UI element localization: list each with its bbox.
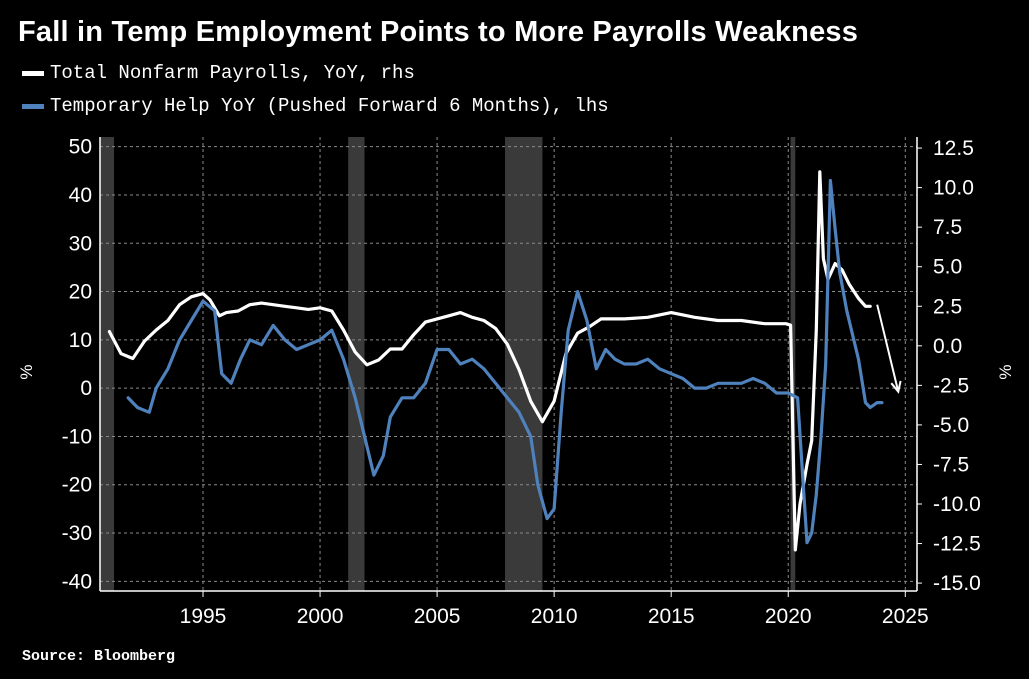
right-tick-label: 2.5 [933,295,962,318]
arrow-head-icon [890,380,902,394]
left-tick-label: 10 [69,329,92,352]
right-tick-label: -7.5 [933,453,969,476]
right-tick-label: -10.0 [933,493,981,516]
series-lines [107,170,884,552]
legend-swatch-blue [22,103,44,109]
x-tick-label: 2015 [648,605,695,628]
left-tick-label: -30 [62,522,92,545]
series-line-payrolls [107,170,872,552]
chart-title: Fall in Temp Employment Points to More P… [18,16,859,48]
right-tick-label: -5.0 [933,414,969,437]
right-tick-label: 5.0 [933,256,962,279]
x-tick-label: 2000 [297,605,344,628]
legend-item-payrolls: Total Nonfarm Payrolls, YoY, rhs [22,62,415,84]
right-tick-label: 10.0 [933,177,974,200]
right-tick-label: 0.0 [933,335,962,358]
legend-label-payrolls: Total Nonfarm Payrolls, YoY, rhs [50,62,415,84]
source-note: Source: Bloomberg [22,648,176,665]
left-axis-label: % [17,364,36,379]
recession-bands [100,137,796,591]
right-tick-label: -15.0 [933,572,981,595]
left-tick-label: 20 [69,281,92,304]
trend-arrow-line [876,304,900,392]
axes: 50403020100-10-20-30-4012.510.07.55.02.5… [17,136,1015,628]
left-tick-label: 0 [80,377,92,400]
recession-band [504,137,543,591]
left-tick-label: 30 [69,232,92,255]
right-tick-label: -12.5 [933,533,981,556]
right-axis-label: % [996,364,1015,379]
left-tick-label: 50 [69,136,92,159]
legend-swatch-white [22,70,44,76]
left-tick-label: -20 [62,474,92,497]
series-line-temp-help [126,178,884,545]
x-tick-label: 2005 [414,605,461,628]
legend-label-temp-help: Temporary Help YoY (Pushed Forward 6 Mon… [50,95,609,117]
right-tick-label: 7.5 [933,216,962,239]
left-tick-label: 40 [69,184,92,207]
right-tick-label: 12.5 [933,137,974,160]
x-tick-label: 1995 [180,605,227,628]
legend-item-temp-help: Temporary Help YoY (Pushed Forward 6 Mon… [22,95,609,117]
left-tick-label: -10 [62,425,92,448]
x-tick-label: 2025 [882,605,929,628]
x-tick-label: 2010 [531,605,578,628]
annotations [876,304,902,394]
recession-band [100,137,115,591]
recession-band [348,137,365,591]
gridlines [100,137,917,591]
right-tick-label: -2.5 [933,374,969,397]
x-tick-label: 2020 [765,605,812,628]
left-tick-label: -40 [62,570,92,593]
